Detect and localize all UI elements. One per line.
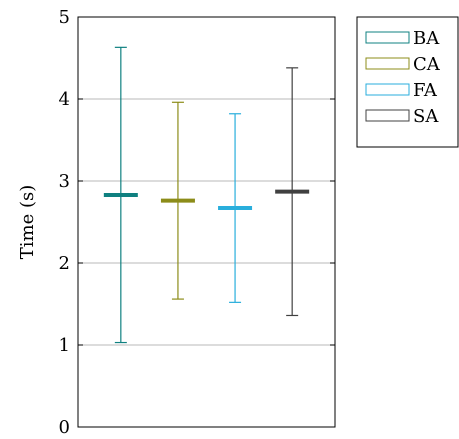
legend-label: CA xyxy=(413,54,441,75)
y-tick-label: 3 xyxy=(59,171,70,192)
legend-frame xyxy=(356,16,459,148)
y-tick-label: 2 xyxy=(59,253,70,274)
legend-swatch xyxy=(365,31,410,44)
y-axis-ticks: 0 1 2 3 4 5 xyxy=(59,7,335,438)
grid-lines xyxy=(78,98,335,346)
legend-label: FA xyxy=(413,80,438,101)
legend-label: SA xyxy=(413,106,439,127)
legend-item-ca: CA xyxy=(365,54,441,75)
error-bar-ca xyxy=(160,101,195,300)
plot-frame xyxy=(77,16,336,428)
legend-swatch xyxy=(365,83,410,96)
error-bar-sa xyxy=(275,67,310,317)
error-bars xyxy=(103,46,310,344)
legend: BA CA FA SA xyxy=(356,16,459,148)
error-bar-ba xyxy=(103,46,138,344)
legend-swatch xyxy=(365,109,410,122)
legend-item-fa: FA xyxy=(365,80,438,101)
legend-swatch xyxy=(365,57,410,70)
legend-item-sa: SA xyxy=(365,106,439,127)
y-tick-label: 1 xyxy=(59,335,70,356)
y-tick-label: 4 xyxy=(59,89,70,110)
legend-label: BA xyxy=(413,28,440,49)
error-bar-fa xyxy=(218,113,253,303)
y-tick-label: 5 xyxy=(59,7,70,28)
y-axis-label: Time (s) xyxy=(17,185,38,260)
legend-item-ba: BA xyxy=(365,28,440,49)
y-tick-label: 0 xyxy=(59,417,70,438)
